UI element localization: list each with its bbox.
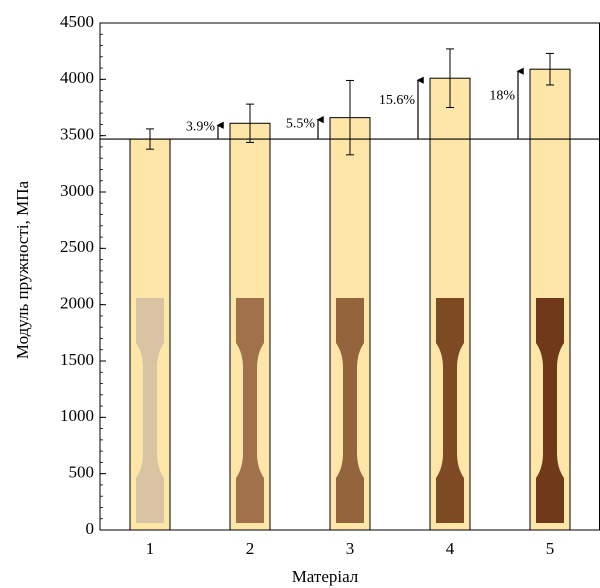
y-axis-label: Модуль пружності, МПа <box>13 180 32 359</box>
y-tick-label: 3000 <box>60 181 94 200</box>
x-axis-label: Матеріал <box>292 567 359 586</box>
specimen <box>536 298 564 523</box>
specimen <box>136 298 164 523</box>
annotation: 5.5% <box>286 117 316 132</box>
y-tick-label: 1000 <box>60 406 94 425</box>
x-tick-label: 3 <box>346 539 355 558</box>
annotation: 3.9% <box>186 119 216 134</box>
y-tick-label: 4000 <box>60 68 94 87</box>
y-tick-label: 2500 <box>60 237 94 256</box>
y-tick-label: 0 <box>86 519 95 538</box>
y-tick-label: 1500 <box>60 350 94 369</box>
specimen <box>236 298 264 523</box>
y-tick-label: 500 <box>69 463 95 482</box>
y-tick-label: 2000 <box>60 294 94 313</box>
x-tick-label: 2 <box>246 539 255 558</box>
x-tick-label: 5 <box>546 539 555 558</box>
y-tick-label: 4500 <box>60 12 94 31</box>
specimen <box>436 298 464 523</box>
annotation: 18% <box>489 88 515 103</box>
specimen <box>336 298 364 523</box>
annotation: 15.6% <box>379 93 416 108</box>
x-tick-label: 4 <box>446 539 455 558</box>
y-tick-label: 3500 <box>60 125 94 144</box>
x-tick-label: 1 <box>146 539 155 558</box>
